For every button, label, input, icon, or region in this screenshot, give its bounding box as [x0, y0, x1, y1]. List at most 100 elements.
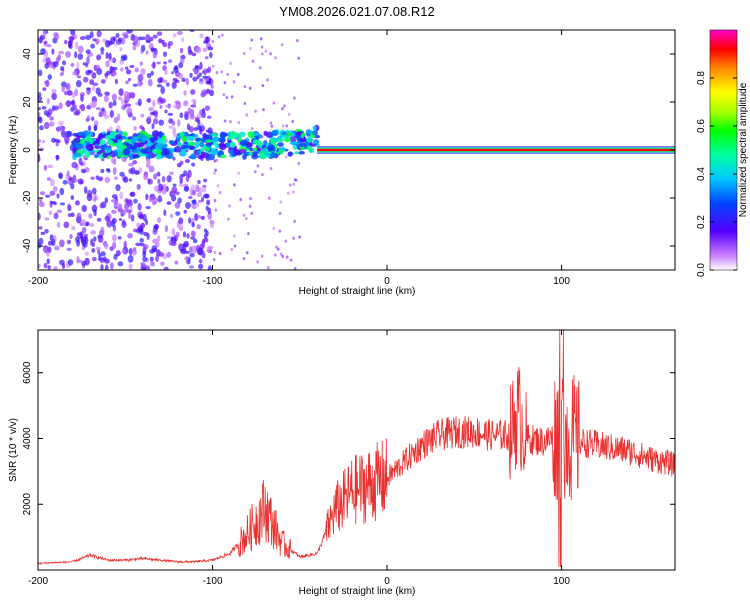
- spectrogram-noise-blob: [51, 137, 56, 143]
- spectrogram-band-blob: [309, 148, 315, 154]
- spectrogram-noise-blob: [292, 190, 295, 194]
- spectrogram-noise-blob: [221, 33, 224, 37]
- spectrogram-noise-blob: [256, 260, 259, 264]
- spectrogram-noise-blob: [136, 222, 141, 228]
- spectrogram-noise-blob: [121, 249, 126, 254]
- spectrogram-band-blob: [218, 137, 226, 143]
- spectrogram-noise-blob: [139, 237, 144, 243]
- spectrogram-noise-blob: [99, 203, 105, 209]
- spectrogram-noise-blob: [160, 98, 167, 104]
- spectrogram-band-blob: [189, 145, 196, 150]
- spectrogram-noise-blob: [157, 77, 163, 84]
- spectrogram-noise-blob: [292, 182, 296, 186]
- spectrogram-noise-blob: [59, 239, 65, 248]
- spectrogram-noise-blob: [202, 75, 208, 79]
- spectrogram-noise-blob: [82, 76, 89, 83]
- spectrogram-noise-blob: [174, 79, 180, 83]
- spectrogram-noise-blob: [179, 47, 184, 54]
- spectrogram-noise-blob: [174, 100, 181, 105]
- spectrogram-noise-blob: [179, 160, 184, 165]
- spectrogram-noise-blob: [169, 190, 173, 197]
- spectrogram-noise-blob: [157, 178, 161, 185]
- spectrogram-noise-blob: [171, 71, 175, 75]
- spectrogram-noise-blob: [172, 33, 177, 38]
- spectrogram-noise-blob: [208, 89, 215, 97]
- spectrogram-noise-blob: [222, 93, 226, 97]
- spectrogram-noise-blob: [269, 52, 272, 56]
- spectrogram-noise-blob: [137, 73, 144, 82]
- spectrogram-noise-blob: [92, 38, 97, 42]
- spectrogram-noise-blob: [38, 263, 41, 269]
- spectrogram-xlabel: Height of straight line (km): [299, 286, 416, 297]
- spectrogram-noise-blob: [190, 236, 196, 240]
- spectrogram-noise-blob: [128, 211, 132, 220]
- spectrogram-noise-blob: [189, 30, 195, 33]
- spectrogram-noise-blob: [166, 82, 170, 87]
- spectrogram-noise-blob: [90, 230, 97, 235]
- spectrogram-noise-blob: [158, 251, 164, 257]
- spectrogram-noise-blob: [45, 79, 50, 88]
- spectrogram-noise-blob: [187, 107, 192, 115]
- spectrogram-noise-blob: [162, 79, 168, 84]
- snr-frame: [37, 329, 676, 571]
- spectrogram-noise-blob: [132, 35, 139, 44]
- spectrogram-band-blob: [117, 144, 123, 149]
- spectrogram-band-blob: [267, 144, 276, 152]
- spectrogram-noise-blob: [210, 84, 214, 89]
- spectrogram-noise-blob: [85, 34, 91, 40]
- spectrogram-noise-blob: [179, 112, 184, 119]
- spectrogram-noise-blob: [179, 173, 184, 181]
- spectrogram-noise-blob: [212, 257, 216, 262]
- spectrogram-noise-blob: [261, 52, 264, 56]
- spectrogram-noise-blob: [213, 250, 217, 255]
- spectrogram-band-blob: [113, 151, 119, 156]
- spectrogram-noise-blob: [147, 178, 153, 185]
- spectrogram-noise-blob: [189, 72, 193, 78]
- spectrogram-noise-blob: [96, 54, 102, 61]
- spectrogram-noise-blob: [52, 185, 58, 192]
- spectrogram-noise-blob: [153, 185, 160, 192]
- spectrogram-noise-blob: [128, 178, 133, 182]
- spectrogram-noise-blob: [134, 170, 140, 175]
- spectrogram-noise-blob: [49, 121, 55, 127]
- spectrogram-noise-blob: [155, 255, 159, 262]
- spectrogram-noise-blob: [43, 110, 49, 116]
- y-tick-label: -40: [22, 238, 33, 253]
- spectrogram-noise-blob: [293, 267, 297, 270]
- spectrogram-band-blob: [204, 146, 211, 152]
- x-tick-label: -100: [203, 276, 223, 287]
- spectrogram-band-blob: [73, 137, 81, 144]
- spectrogram-noise-blob: [56, 139, 61, 144]
- spectrogram-noise-blob: [294, 178, 298, 182]
- spectrogram-noise-blob: [218, 190, 222, 195]
- spectrogram-noise-blob: [248, 86, 252, 90]
- spectrogram-noise-blob: [249, 197, 252, 201]
- spectrogram-band-blob: [189, 142, 196, 146]
- spectrogram-band-blob: [85, 151, 90, 159]
- spectrogram-band-blob: [205, 134, 213, 141]
- spectrogram-noise-blob: [232, 80, 236, 84]
- colorbar-ticks: 0.0 0.2 0.4 0.6 0.8: [696, 71, 737, 277]
- spectrogram-band-blob: [93, 153, 99, 159]
- spectrogram-noise-blob: [91, 72, 97, 79]
- spectrogram-noise-blob: [147, 115, 152, 119]
- spectrogram-noise-blob: [152, 99, 156, 108]
- spectrogram-noise-blob: [97, 235, 104, 243]
- spectrogram-noise-blob: [213, 198, 217, 203]
- spectrogram-noise-blob: [281, 107, 284, 111]
- spectrogram-band-blob: [192, 133, 199, 138]
- spectrogram-noise-blob: [119, 191, 124, 200]
- spectrogram-noise-blob: [172, 156, 176, 161]
- spectrogram-noise-blob: [96, 67, 103, 76]
- spectrogram-noise-blob: [64, 39, 68, 45]
- spectrogram-noise-blob: [81, 204, 87, 213]
- spectrogram-band-blob: [156, 142, 164, 150]
- spectrogram-noise-blob: [86, 115, 91, 122]
- spectrogram-noise-blob: [59, 187, 65, 196]
- spectrogram-noise-blob: [267, 196, 271, 200]
- spectrogram-band-blob: [168, 140, 175, 145]
- spectrogram-noise-blob: [111, 241, 117, 250]
- spectrogram-noise-blob: [158, 119, 165, 126]
- spectrogram-noise-blob: [261, 172, 264, 177]
- spectrogram-noise-blob: [173, 104, 178, 109]
